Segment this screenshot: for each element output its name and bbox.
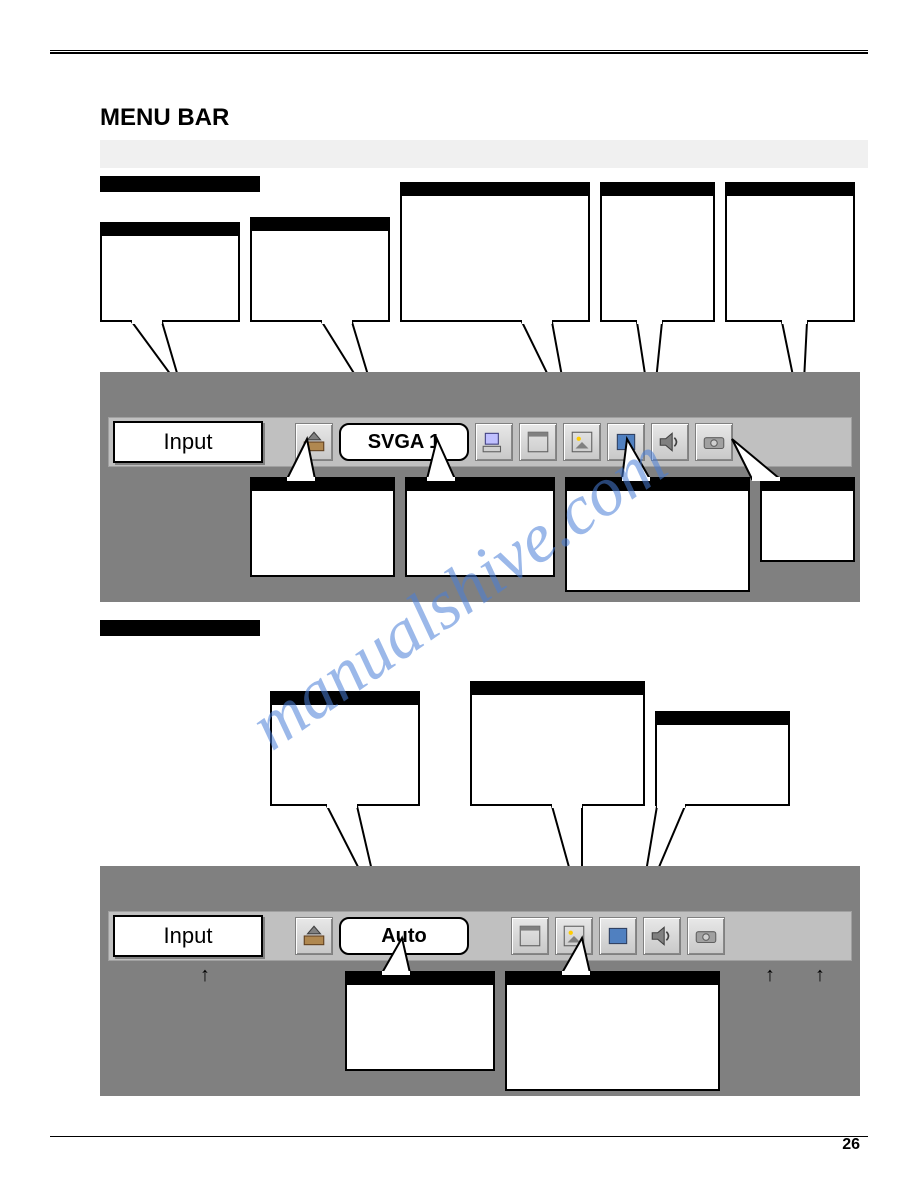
section2-heading-bar <box>100 620 260 636</box>
up-arrow: ↑ <box>200 964 210 987</box>
callout-box <box>600 182 715 322</box>
input-icon[interactable] <box>295 917 333 955</box>
callout-box <box>470 681 645 806</box>
callout-box <box>505 971 720 1091</box>
callout-box <box>565 477 750 592</box>
setting-icon[interactable] <box>695 423 733 461</box>
title-underline <box>100 140 868 168</box>
callout-box <box>250 477 395 577</box>
up-arrow: ↑ <box>815 964 825 987</box>
setting-icon[interactable] <box>687 917 725 955</box>
pc-icon[interactable] <box>475 423 513 461</box>
sound-icon[interactable] <box>643 917 681 955</box>
callout-header <box>507 973 718 985</box>
section2-panel: Input Auto ↑ ↑ ↑ <box>100 636 868 1096</box>
input-label: Input <box>164 429 213 455</box>
section1-panel: Input SVGA 1 <box>100 192 868 612</box>
callout-box <box>345 971 495 1071</box>
section1-heading-bar <box>100 176 260 192</box>
callout-box <box>405 477 555 577</box>
top-rule <box>50 50 868 54</box>
page-number: 26 <box>842 1136 860 1154</box>
input-label: Input <box>164 923 213 949</box>
image-icon[interactable] <box>563 423 601 461</box>
callout-box <box>400 182 590 322</box>
bottom-rule <box>50 1136 868 1137</box>
callout-box <box>250 217 390 322</box>
callout-box <box>100 222 240 322</box>
callout-box <box>655 711 790 806</box>
callout-header <box>657 713 788 725</box>
screen-icon[interactable] <box>599 917 637 955</box>
callout-box <box>725 182 855 322</box>
callout-header <box>272 693 418 705</box>
toolbar-2: Input Auto <box>108 911 852 961</box>
callout-box <box>760 477 855 562</box>
callout-box <box>270 691 420 806</box>
callout-header <box>102 224 238 236</box>
input-label-box[interactable]: Input <box>113 421 263 463</box>
input-label-box[interactable]: Input <box>113 915 263 957</box>
callout-header <box>402 184 588 196</box>
image-adj-icon[interactable] <box>511 917 549 955</box>
callout-header <box>727 184 853 196</box>
up-arrow: ↑ <box>765 964 775 987</box>
callout-header <box>602 184 713 196</box>
callout-header <box>472 683 643 695</box>
callout-header <box>252 219 388 231</box>
image-adj-icon[interactable] <box>519 423 557 461</box>
page-title: MENU BAR <box>100 104 868 132</box>
